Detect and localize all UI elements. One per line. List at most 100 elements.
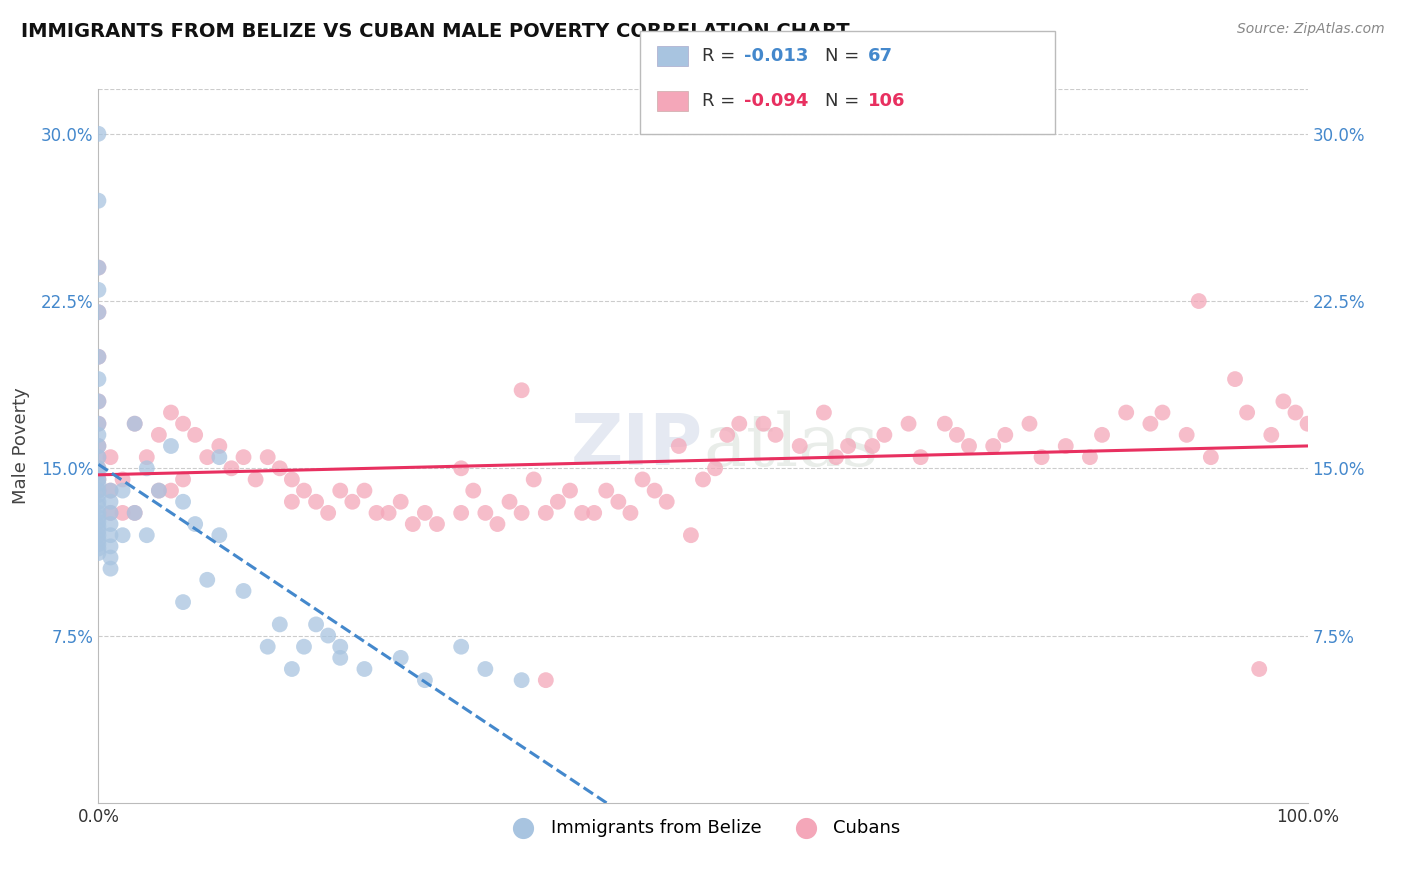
Point bbox=[87, 194, 110, 208]
Point bbox=[679, 528, 702, 542]
Point bbox=[1115, 405, 1137, 419]
Point bbox=[100, 483, 122, 498]
Point bbox=[87, 506, 110, 520]
Point bbox=[100, 562, 122, 576]
Point bbox=[87, 305, 110, 319]
Point bbox=[305, 617, 328, 632]
Point bbox=[208, 528, 231, 542]
Point bbox=[534, 673, 557, 687]
Point bbox=[87, 439, 110, 453]
Point bbox=[160, 483, 183, 498]
Point bbox=[860, 439, 883, 453]
Point bbox=[946, 427, 969, 442]
Point bbox=[184, 427, 207, 442]
Point bbox=[607, 494, 630, 508]
Point bbox=[837, 439, 859, 453]
Point bbox=[87, 537, 110, 551]
Point bbox=[100, 506, 122, 520]
Point bbox=[100, 516, 122, 531]
Point bbox=[813, 405, 835, 419]
Y-axis label: Male Poverty: Male Poverty bbox=[11, 388, 30, 504]
Point bbox=[87, 450, 110, 464]
Point bbox=[100, 450, 122, 464]
Point bbox=[450, 640, 472, 654]
Point bbox=[789, 439, 811, 453]
Point bbox=[994, 427, 1017, 442]
Point bbox=[450, 506, 472, 520]
Point bbox=[704, 461, 727, 475]
Point bbox=[160, 439, 183, 453]
Point bbox=[87, 483, 110, 498]
Point bbox=[1175, 427, 1198, 442]
Point bbox=[873, 427, 896, 442]
Point bbox=[281, 662, 304, 676]
Point bbox=[692, 473, 714, 487]
Point bbox=[100, 483, 122, 498]
Point bbox=[413, 673, 436, 687]
Point bbox=[87, 519, 110, 533]
Point bbox=[87, 305, 110, 319]
Point bbox=[510, 506, 533, 520]
Point bbox=[583, 506, 606, 520]
Point bbox=[329, 640, 352, 654]
Text: ZIP: ZIP bbox=[571, 411, 703, 481]
Point bbox=[316, 506, 339, 520]
Point bbox=[413, 506, 436, 520]
Point bbox=[124, 417, 146, 431]
Point bbox=[87, 372, 110, 386]
Point bbox=[644, 483, 666, 498]
Point bbox=[135, 528, 157, 542]
Point bbox=[87, 524, 110, 538]
Point bbox=[87, 394, 110, 409]
Text: -0.013: -0.013 bbox=[744, 47, 808, 65]
Point bbox=[87, 450, 110, 464]
Point bbox=[232, 583, 254, 598]
Text: -0.094: -0.094 bbox=[744, 92, 808, 110]
Text: R =: R = bbox=[702, 92, 741, 110]
Point bbox=[1031, 450, 1053, 464]
Point bbox=[148, 483, 170, 498]
Point bbox=[87, 510, 110, 524]
Point bbox=[87, 260, 110, 275]
Point bbox=[256, 640, 278, 654]
Point bbox=[87, 499, 110, 513]
Point bbox=[595, 483, 617, 498]
Point bbox=[87, 461, 110, 475]
Point bbox=[631, 473, 654, 487]
Point bbox=[111, 483, 134, 498]
Point bbox=[111, 528, 134, 542]
Point bbox=[87, 417, 110, 431]
Point bbox=[450, 461, 472, 475]
Point bbox=[353, 662, 375, 676]
Text: N =: N = bbox=[825, 47, 865, 65]
Point bbox=[910, 450, 932, 464]
Point bbox=[752, 417, 775, 431]
Point bbox=[124, 506, 146, 520]
Text: atlas: atlas bbox=[703, 410, 879, 482]
Point bbox=[510, 384, 533, 398]
Text: R =: R = bbox=[702, 47, 741, 65]
Point bbox=[87, 417, 110, 431]
Point bbox=[329, 483, 352, 498]
Point bbox=[292, 640, 315, 654]
Point bbox=[825, 450, 848, 464]
Point bbox=[1199, 450, 1222, 464]
Point bbox=[534, 506, 557, 520]
Point bbox=[668, 439, 690, 453]
Point bbox=[256, 450, 278, 464]
Point bbox=[87, 473, 110, 487]
Point bbox=[100, 494, 122, 508]
Text: IMMIGRANTS FROM BELIZE VS CUBAN MALE POVERTY CORRELATION CHART: IMMIGRANTS FROM BELIZE VS CUBAN MALE POV… bbox=[21, 22, 849, 41]
Point bbox=[1296, 417, 1319, 431]
Point bbox=[269, 617, 291, 632]
Point bbox=[160, 405, 183, 419]
Point bbox=[716, 427, 738, 442]
Point bbox=[1272, 394, 1295, 409]
Point bbox=[87, 494, 110, 508]
Point bbox=[426, 516, 449, 531]
Point bbox=[474, 662, 496, 676]
Point bbox=[87, 476, 110, 491]
Point bbox=[87, 427, 110, 442]
Point bbox=[184, 516, 207, 531]
Point bbox=[124, 417, 146, 431]
